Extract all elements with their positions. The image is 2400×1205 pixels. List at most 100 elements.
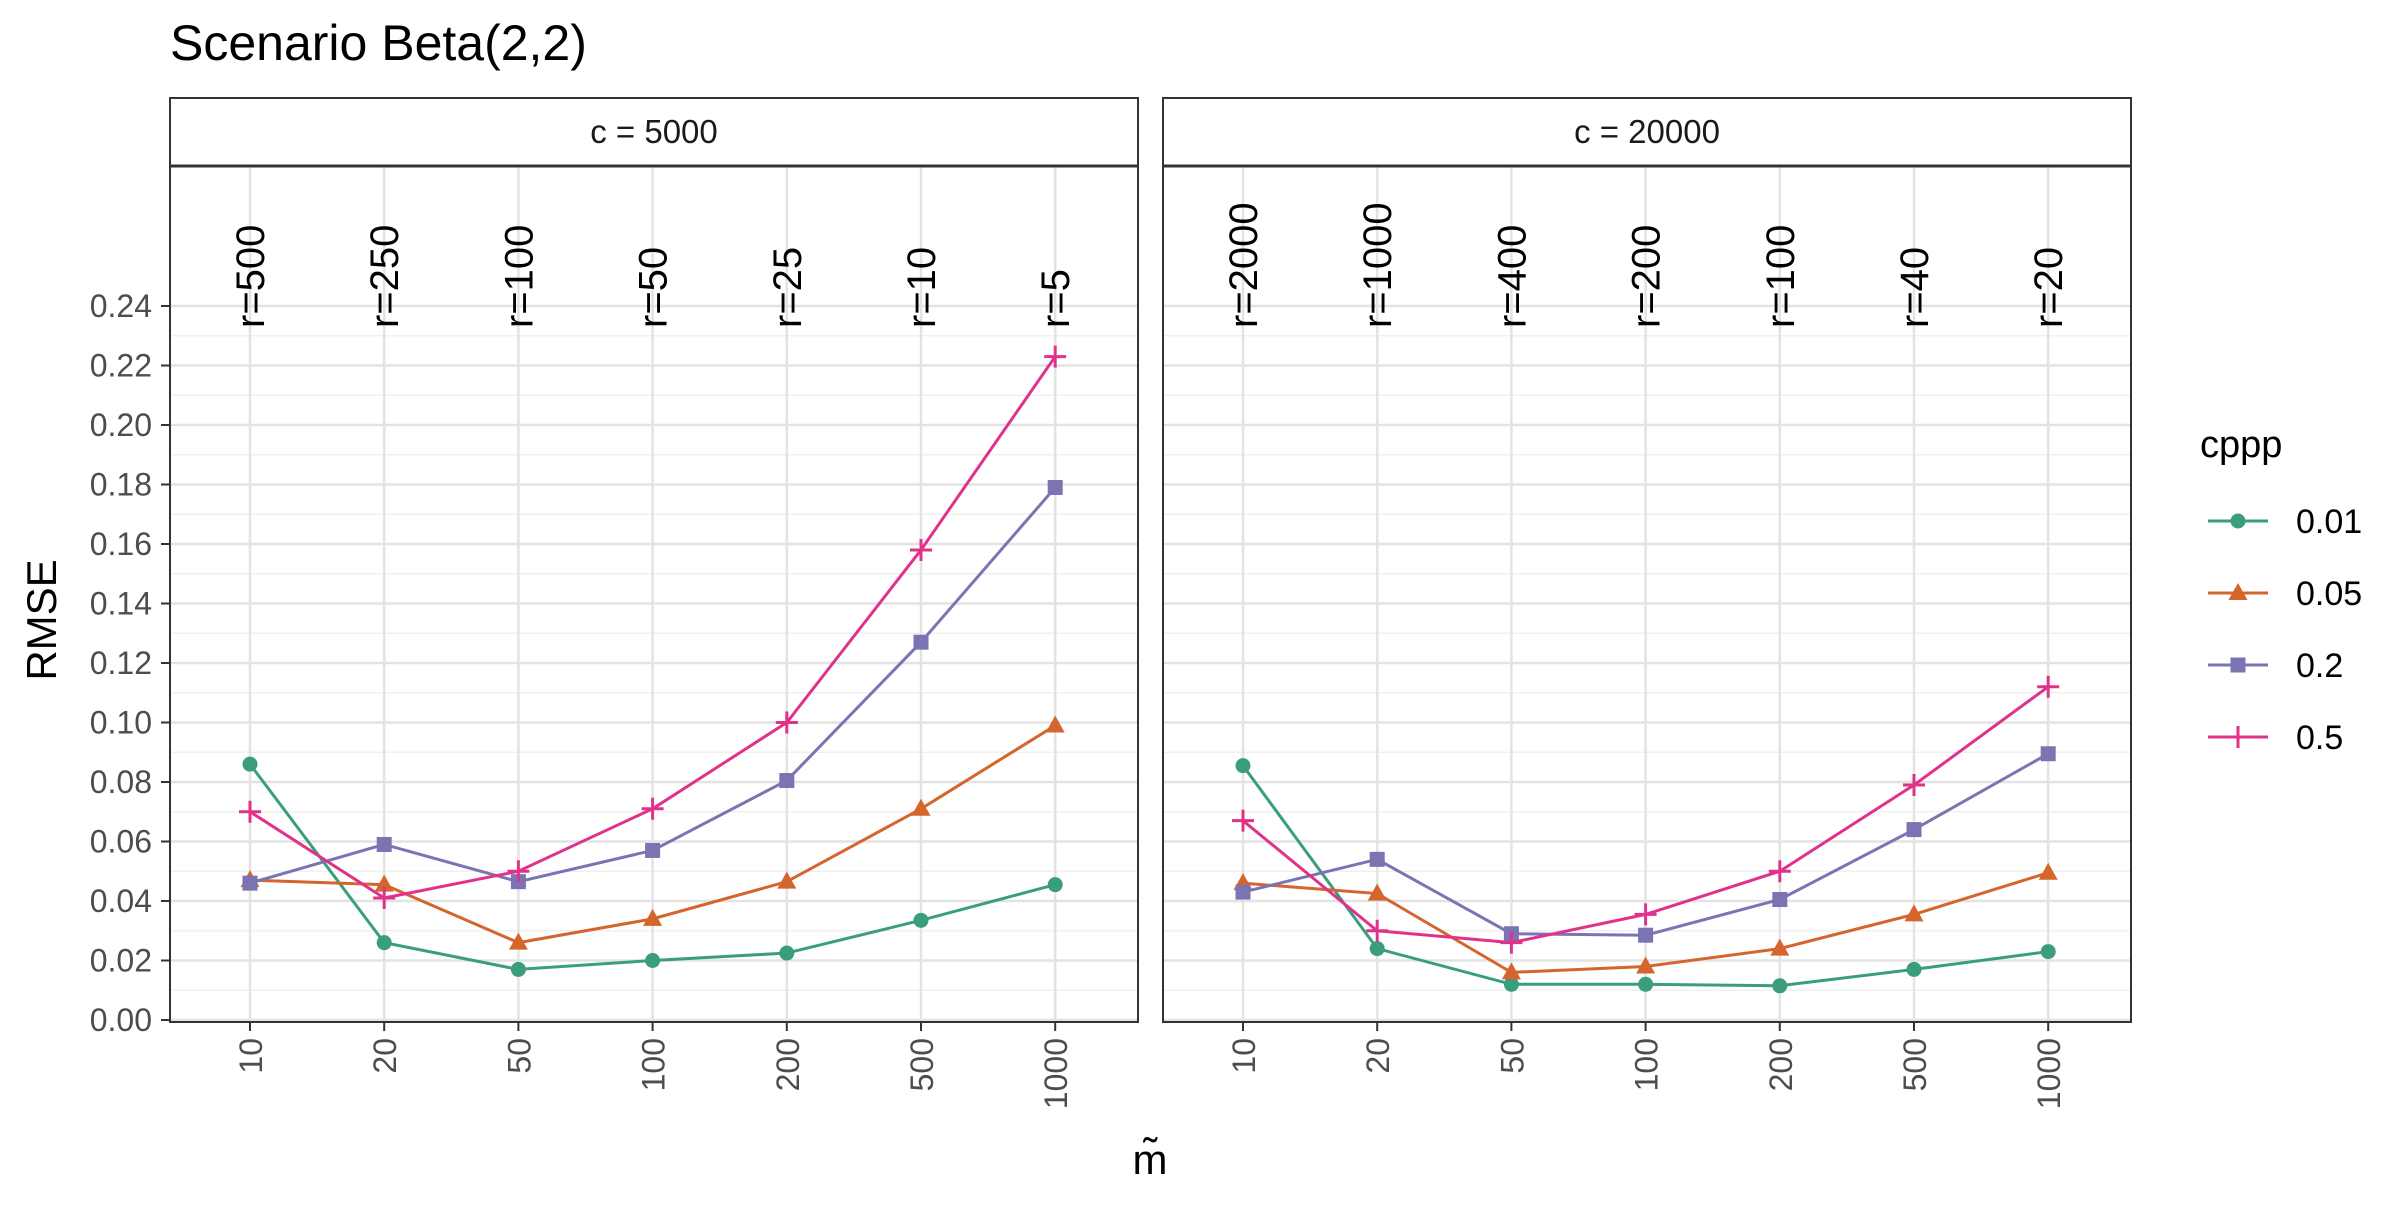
data-point-0.5 <box>239 800 261 823</box>
data-point-0.01 <box>1772 978 1788 994</box>
data-point-0.2 <box>2040 746 2056 762</box>
x-axis-label: m̃ <box>1133 1136 1168 1183</box>
data-point-0.05 <box>1904 904 1924 922</box>
legend-entry-0.01: 0.01 <box>2208 503 2362 541</box>
data-point-0.01 <box>2040 944 2056 960</box>
r-label: r=250 <box>363 225 407 328</box>
x-tick-label: 20 <box>367 1038 403 1074</box>
legend-key-marker <box>2230 513 2246 529</box>
legend-items: 0.01 0.05 0.2 0.5 <box>2208 503 2362 757</box>
y-axis-label: RMSE <box>18 559 65 680</box>
plot-background <box>1163 166 2131 1022</box>
chart-title: Scenario Beta(2,2) <box>170 15 587 71</box>
x-tick-label: 200 <box>1763 1038 1799 1091</box>
data-point-0.5 <box>1366 919 1389 942</box>
x-tick-label: 10 <box>233 1038 269 1074</box>
data-point-0.05 <box>2038 862 2058 880</box>
r-label: r=40 <box>1893 247 1937 328</box>
r-label: r=1000 <box>1356 202 1400 328</box>
plot-background <box>170 166 1138 1022</box>
data-point-0.2 <box>1906 822 1922 838</box>
data-point-0.5 <box>1634 903 1657 926</box>
r-label: r=5 <box>1034 269 1078 328</box>
y-tick-label: 0.10 <box>90 705 152 741</box>
legend-label: 0.5 <box>2296 719 2343 757</box>
panel-2: r=2000 r=1000 r=400 r=200 r=100 r=40 r=20 c = 2… <box>1162 97 2132 1109</box>
y-tick-label: 0.06 <box>90 824 152 860</box>
panels-layer: r=500 r=250 r=100 r=50 r=25 r=10 r=5 c = 5000 10… <box>90 97 2132 1109</box>
x-tick-label: 100 <box>636 1038 672 1091</box>
data-point-0.01 <box>1503 976 1519 992</box>
series-0.5 <box>239 345 1067 910</box>
legend: cppp 0.01 0.05 0.2 0.5 <box>2200 424 2362 757</box>
data-point-0.05 <box>508 932 528 950</box>
data-point-0.05 <box>1770 938 1790 956</box>
legend-label: 0.05 <box>2296 575 2362 613</box>
strip-label: c = 5000 <box>590 113 718 150</box>
series-0.01 <box>1235 758 2056 994</box>
data-point-0.01 <box>645 953 661 968</box>
r-label: r=50 <box>632 247 676 328</box>
panel-1: r=500 r=250 r=100 r=50 r=25 r=10 r=5 c = 5000 10… <box>169 97 1139 1109</box>
data-point-0.05 <box>1636 956 1656 974</box>
data-point-0.2 <box>1369 851 1385 867</box>
data-point-0.01 <box>1369 941 1385 957</box>
data-point-0.05 <box>1367 883 1387 901</box>
r-label: r=100 <box>1759 225 1803 328</box>
data-point-0.2 <box>1235 884 1251 900</box>
data-point-0.5 <box>373 887 396 910</box>
data-point-0.5 <box>1768 860 1791 883</box>
y-tick-label: 0.08 <box>90 764 152 800</box>
data-point-0.01 <box>1047 877 1063 893</box>
data-point-0.2 <box>1047 479 1063 495</box>
data-point-0.01 <box>1638 976 1654 992</box>
data-point-0.5 <box>775 711 798 734</box>
y-tick-label: 0.14 <box>90 586 152 622</box>
r-label: r=10 <box>900 247 944 328</box>
y-tick-label: 0.04 <box>90 883 152 919</box>
y-tick-label: 0.12 <box>90 645 152 681</box>
legend-key-marker <box>2227 726 2249 748</box>
y-axis: 0.00 0.02 0.04 0.06 0.08 0.10 0.12 0.14 0.16 0.18… <box>90 288 170 1038</box>
data-point-0.5 <box>2037 675 2060 698</box>
x-tick-label: 50 <box>1494 1038 1530 1074</box>
data-point-0.01 <box>510 961 526 977</box>
legend-key-marker <box>2228 583 2248 600</box>
r-label: r=100 <box>497 225 541 328</box>
series-0.2 <box>1235 746 2056 943</box>
data-point-0.01 <box>376 935 392 951</box>
legend-label: 0.2 <box>2296 647 2343 685</box>
legend-entry-0.2: 0.2 <box>2208 647 2343 685</box>
data-point-0.5 <box>1044 345 1067 368</box>
x-tick-label: 20 <box>1360 1038 1396 1074</box>
x-tick-label: 1000 <box>1038 1038 1074 1109</box>
data-point-0.01 <box>779 945 795 961</box>
x-tick-label: 50 <box>501 1038 537 1074</box>
data-point-0.5 <box>1232 809 1254 832</box>
y-tick-label: 0.00 <box>90 1002 152 1038</box>
data-point-0.2 <box>376 836 392 852</box>
legend-title: cppp <box>2200 424 2282 466</box>
data-point-0.05 <box>911 798 931 816</box>
legend-entry-0.5: 0.5 <box>2208 719 2343 757</box>
x-tick-label: 500 <box>1897 1038 1933 1091</box>
strip-label: c = 20000 <box>1574 113 1720 150</box>
data-point-0.01 <box>242 756 258 772</box>
data-point-0.05 <box>374 874 394 892</box>
legend-entry-0.05: 0.05 <box>2208 575 2362 613</box>
data-point-0.5 <box>641 797 664 820</box>
data-point-0.05 <box>777 871 797 889</box>
series-0.5 <box>1232 675 2060 954</box>
data-point-0.5 <box>1500 931 1523 954</box>
data-point-0.2 <box>779 773 795 789</box>
series-0.01 <box>242 756 1063 977</box>
data-point-0.2 <box>913 634 929 650</box>
data-point-0.01 <box>1906 961 1922 977</box>
y-tick-label: 0.20 <box>90 407 152 443</box>
data-point-0.2 <box>242 875 258 891</box>
data-point-0.2 <box>1772 892 1788 908</box>
data-point-0.05 <box>643 908 663 926</box>
y-tick-label: 0.24 <box>90 288 152 324</box>
